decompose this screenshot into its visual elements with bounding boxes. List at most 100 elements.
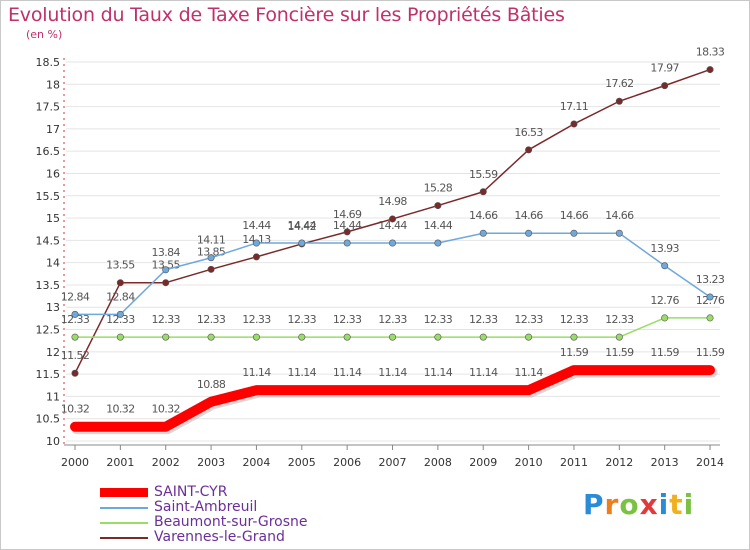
y-tick-label: 10.5 — [36, 413, 61, 426]
data-label: 11.14 — [242, 366, 271, 379]
x-tick-label: 2013 — [651, 456, 679, 469]
data-label: 14.66 — [514, 209, 543, 222]
legend-label: SAINT-CYR — [154, 484, 228, 500]
y-tick-label: 13.5 — [36, 279, 61, 292]
data-label: 14.69 — [333, 208, 362, 221]
series-point — [116, 279, 124, 287]
series-point — [252, 239, 260, 247]
data-label: 11.14 — [378, 366, 407, 379]
data-label: 12.33 — [197, 313, 226, 326]
series-point — [389, 333, 397, 341]
series-point — [343, 239, 351, 247]
data-label: 14.44 — [242, 219, 271, 232]
series-point — [570, 120, 578, 128]
data-label: 16.53 — [514, 126, 543, 139]
data-label: 10.32 — [106, 403, 135, 416]
x-tick-label: 2012 — [605, 456, 633, 469]
data-label: 10.88 — [197, 378, 226, 391]
series-point — [479, 333, 487, 341]
series-point — [570, 333, 578, 341]
data-label: 13.23 — [696, 273, 725, 286]
data-label: 12.33 — [106, 313, 135, 326]
x-tick-label: 2009 — [469, 456, 497, 469]
x-tick-label: 2003 — [197, 456, 225, 469]
legend-label: Beaumont-sur-Grosne — [154, 514, 308, 530]
data-label: 10.32 — [151, 403, 180, 416]
series-point — [71, 310, 79, 318]
data-label: 14.44 — [378, 219, 407, 232]
series-point — [434, 333, 442, 341]
x-tick-label: 2002 — [152, 456, 180, 469]
data-label: 17.97 — [650, 62, 679, 75]
series-point — [252, 253, 260, 261]
y-axis-unit: (en %) — [26, 28, 63, 41]
series-point — [162, 279, 170, 287]
series-point — [434, 239, 442, 247]
data-label: 12.84 — [61, 290, 90, 303]
series-point — [615, 229, 623, 237]
data-label: 12.33 — [333, 313, 362, 326]
data-label: 11.14 — [424, 366, 453, 379]
data-label: 14.66 — [560, 209, 589, 222]
series-point — [661, 82, 669, 90]
series-point — [615, 97, 623, 105]
series-line — [70, 365, 716, 432]
y-tick-label: 17.5 — [36, 101, 61, 114]
data-label: 18.33 — [696, 46, 725, 59]
data-label: 11.14 — [514, 366, 543, 379]
series-point — [116, 333, 124, 341]
data-label: 11.52 — [61, 349, 90, 362]
legend-swatch — [100, 506, 148, 509]
data-label: 14.42 — [288, 220, 317, 233]
x-tick-label: 2008 — [424, 456, 452, 469]
data-label: 15.59 — [469, 168, 498, 181]
y-tick-label: 14 — [46, 257, 60, 270]
logo-letter: t — [669, 488, 684, 521]
data-label: 12.33 — [605, 313, 634, 326]
chart-legend: SAINT-CYR Saint-Ambreuil Beaumont-sur-Gros… — [100, 485, 308, 545]
series-point — [162, 266, 170, 274]
logo-letter: i — [658, 488, 670, 521]
data-label: 12.33 — [288, 313, 317, 326]
data-label: 14.66 — [469, 209, 498, 222]
data-label: 12.33 — [151, 313, 180, 326]
data-label: 13.93 — [650, 242, 679, 255]
data-label: 11.14 — [288, 366, 317, 379]
data-label: 14.44 — [424, 219, 453, 232]
data-label: 11.59 — [696, 346, 725, 359]
data-label: 11.14 — [469, 366, 498, 379]
chart-title: Evolution du Taux de Taxe Foncière sur l… — [8, 4, 565, 26]
logo-letter: r — [604, 488, 620, 521]
data-label: 12.33 — [242, 313, 271, 326]
series-point — [71, 369, 79, 377]
series-point — [479, 229, 487, 237]
y-tick-label: 14.5 — [36, 234, 61, 247]
data-label: 11.59 — [560, 346, 589, 359]
y-tick-label: 15 — [46, 212, 60, 225]
series-point — [706, 66, 714, 74]
data-label: 11.59 — [650, 346, 679, 359]
series-point — [71, 333, 79, 341]
series-point — [525, 146, 533, 154]
logo-letter: i — [683, 488, 695, 521]
series-point — [207, 254, 215, 262]
legend-label: Varennes-le-Grand — [154, 529, 285, 545]
y-tick-label: 18.5 — [36, 56, 61, 69]
data-label: 12.76 — [696, 294, 725, 307]
y-tick-label: 16.5 — [36, 145, 61, 158]
data-label: 12.33 — [424, 313, 453, 326]
series-point — [252, 333, 260, 341]
y-tick-label: 12.5 — [36, 324, 61, 337]
x-tick-label: 2010 — [515, 456, 543, 469]
data-label: 12.33 — [469, 313, 498, 326]
series-point — [207, 333, 215, 341]
legend-item: Saint-Ambreuil — [100, 500, 308, 515]
y-tick-label: 16 — [46, 167, 60, 180]
logo-letter: P — [583, 488, 605, 521]
x-tick-label: 2001 — [106, 456, 134, 469]
data-label: 14.11 — [197, 234, 226, 247]
data-label: 12.33 — [61, 313, 90, 326]
series-point — [661, 314, 669, 322]
